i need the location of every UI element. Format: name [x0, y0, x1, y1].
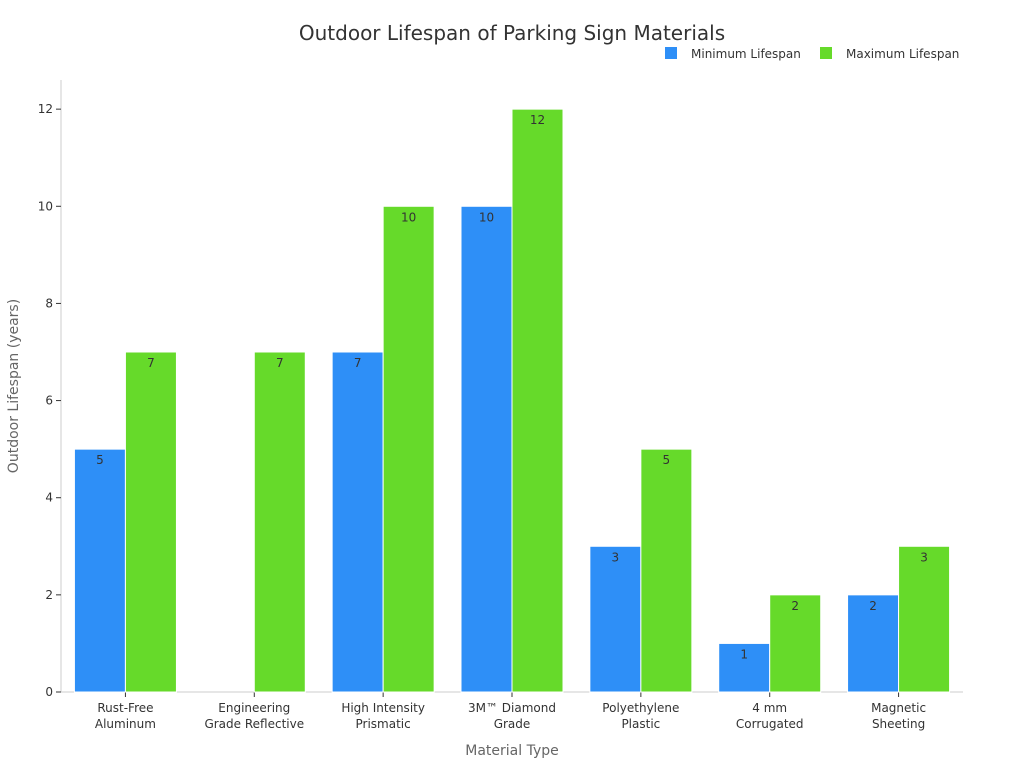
x-tick-label: Engineering Grade Reflective: [204, 701, 304, 731]
y-tick-label: 12: [38, 102, 53, 116]
y-tick-label: 8: [45, 296, 53, 310]
legend-label: Minimum Lifespan: [691, 47, 801, 61]
x-tick-label: Rust-Free Aluminum: [95, 701, 156, 731]
x-tick-label: High Intensity Prismatic: [341, 701, 425, 731]
data-label: 1: [740, 647, 748, 661]
bar-minimum-lifespan: [718, 642, 771, 693]
chart-title: Outdoor Lifespan of Parking Sign Materia…: [299, 21, 725, 45]
bar-minimum-lifespan: [331, 351, 384, 693]
bar-maximum-lifespan: [640, 448, 693, 693]
data-label: 3: [920, 550, 928, 564]
x-tick-label: 4 mm Corrugated: [736, 701, 804, 731]
bar-maximum-lifespan: [382, 205, 435, 693]
data-label: 12: [530, 113, 545, 127]
legend-swatch: [820, 47, 832, 59]
x-tick-label: Polyethylene Plastic: [602, 701, 679, 731]
bar-minimum-lifespan: [73, 448, 126, 693]
y-tick-label: 6: [45, 394, 53, 408]
x-tick-label: 3M™ Diamond Grade: [468, 701, 556, 731]
data-label: 7: [276, 356, 284, 370]
bar-minimum-lifespan: [589, 545, 642, 693]
bar-minimum-lifespan: [460, 205, 513, 693]
data-label: 3: [612, 550, 620, 564]
x-tick-label: Magnetic Sheeting: [871, 701, 926, 731]
data-label: 5: [663, 453, 671, 467]
bar-maximum-lifespan: [511, 108, 564, 693]
bar-maximum-lifespan: [253, 351, 306, 693]
legend: Minimum Lifespan Maximum Lifespan: [665, 47, 959, 61]
legend-swatch: [665, 47, 677, 59]
data-label: 5: [96, 453, 104, 467]
data-label: 2: [869, 599, 877, 613]
y-axis-title: Outdoor Lifespan (years): [6, 299, 22, 473]
bar-maximum-lifespan: [769, 594, 822, 693]
y-tick-label: 10: [38, 199, 53, 213]
y-tick-label: 4: [45, 491, 53, 505]
bars: [73, 108, 951, 693]
data-label: 10: [401, 210, 416, 224]
data-label: 10: [479, 210, 494, 224]
legend-label: Maximum Lifespan: [846, 47, 959, 61]
data-label: 2: [791, 599, 799, 613]
x-axis-title: Material Type: [465, 743, 558, 759]
y-tick-label: 0: [45, 685, 53, 699]
bar-maximum-lifespan: [124, 351, 177, 693]
bar-minimum-lifespan: [847, 594, 900, 693]
bar-maximum-lifespan: [898, 545, 951, 693]
data-label: 7: [147, 356, 155, 370]
data-label: 7: [354, 356, 362, 370]
y-tick-label: 2: [45, 588, 53, 602]
